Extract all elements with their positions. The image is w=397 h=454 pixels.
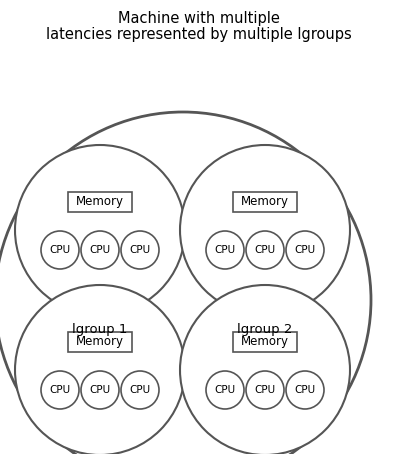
FancyBboxPatch shape	[233, 192, 297, 212]
Circle shape	[246, 371, 284, 409]
FancyBboxPatch shape	[68, 332, 132, 352]
Circle shape	[15, 145, 185, 315]
Circle shape	[15, 285, 185, 454]
Text: CPU: CPU	[214, 385, 235, 395]
Circle shape	[121, 371, 159, 409]
Circle shape	[206, 231, 244, 269]
Text: CPU: CPU	[50, 385, 71, 395]
Circle shape	[286, 231, 324, 269]
Text: lgroup 2: lgroup 2	[237, 322, 293, 336]
Circle shape	[41, 231, 79, 269]
Text: Machine with multiple: Machine with multiple	[118, 10, 279, 25]
Text: Memory: Memory	[241, 336, 289, 349]
Text: CPU: CPU	[295, 385, 316, 395]
FancyBboxPatch shape	[233, 332, 297, 352]
Circle shape	[180, 145, 350, 315]
Circle shape	[81, 371, 119, 409]
Text: Memory: Memory	[241, 196, 289, 208]
Text: CPU: CPU	[50, 245, 71, 255]
Circle shape	[121, 231, 159, 269]
Circle shape	[81, 231, 119, 269]
Text: lgroup 1: lgroup 1	[72, 322, 128, 336]
Circle shape	[286, 371, 324, 409]
Text: CPU: CPU	[129, 245, 150, 255]
Text: CPU: CPU	[89, 245, 110, 255]
Text: latencies represented by multiple lgroups: latencies represented by multiple lgroup…	[46, 26, 351, 41]
Text: CPU: CPU	[254, 245, 276, 255]
FancyBboxPatch shape	[68, 192, 132, 212]
Circle shape	[180, 285, 350, 454]
Text: CPU: CPU	[89, 385, 110, 395]
Text: CPU: CPU	[295, 245, 316, 255]
Text: CPU: CPU	[254, 385, 276, 395]
Circle shape	[206, 371, 244, 409]
Text: CPU: CPU	[214, 245, 235, 255]
Text: Memory: Memory	[76, 196, 124, 208]
Circle shape	[246, 231, 284, 269]
Circle shape	[41, 371, 79, 409]
Text: CPU: CPU	[129, 385, 150, 395]
Text: Memory: Memory	[76, 336, 124, 349]
